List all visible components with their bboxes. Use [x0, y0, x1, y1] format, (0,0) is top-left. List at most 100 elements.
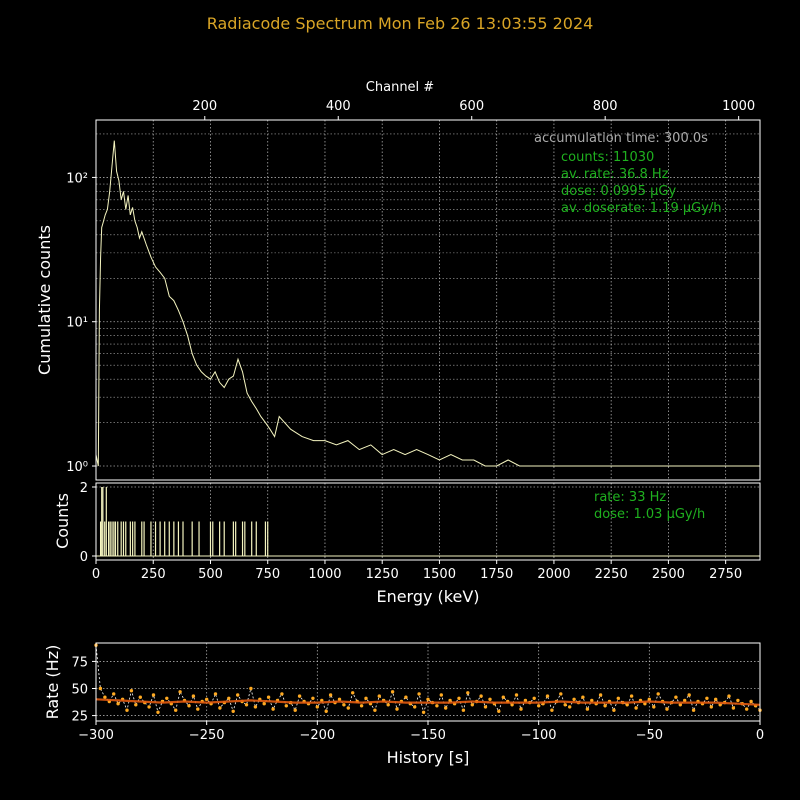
stat-text: av. doserate: 1.19 μGy/h — [561, 201, 722, 216]
rate-raw-point — [293, 708, 297, 712]
rate-raw-point — [523, 698, 528, 703]
rate-raw-point — [337, 697, 342, 701]
x-tick-label: −200 — [299, 728, 335, 743]
rate-raw-point — [324, 709, 328, 713]
x-tick-label: 2750 — [709, 567, 742, 582]
rate-raw-point — [134, 703, 138, 707]
instant-spectrum-panel: 0 2 0 250 500 750 1000 1250 1500 1750 2000 2250 2500… — [53, 481, 761, 606]
rate-raw-point — [532, 696, 536, 700]
stat-text: dose: 1.03 μGy/h — [594, 507, 705, 522]
accumulation-time-text: accumulation time: 300.0s — [534, 131, 708, 146]
stat-text: rate: 33 Hz — [594, 490, 666, 505]
x-tick-label: 1750 — [480, 567, 513, 582]
x-axis-label: History [s] — [387, 748, 470, 767]
rate-raw-point — [311, 696, 315, 700]
rate-raw-point — [497, 709, 501, 713]
plot-frame — [95, 482, 761, 561]
y-tick-label: 10² — [66, 171, 88, 186]
figure-title: Radiacode Spectrum Mon Feb 26 13:03:55 2… — [207, 14, 594, 33]
top-x-tick-label: 600 — [459, 99, 484, 114]
rate-raw-point — [98, 686, 103, 691]
rate-raw-point — [563, 703, 567, 707]
rate-raw-point — [191, 694, 196, 698]
x-axis-label: Energy (keV) — [376, 587, 479, 606]
rate-raw-point — [297, 694, 302, 698]
x-tick-label: 2250 — [595, 567, 628, 582]
rate-raw-point — [559, 692, 563, 696]
y-tick-label: 25 — [71, 710, 88, 725]
x-tick-label: 750 — [255, 567, 280, 582]
rate-raw-point — [634, 706, 638, 710]
rate-raw-point — [488, 697, 492, 701]
rate-raw-point — [457, 696, 461, 700]
rate-raw-point — [647, 697, 651, 701]
x-tick-label: 0 — [92, 567, 100, 582]
rate-raw-point — [572, 697, 576, 701]
rate-raw-point — [151, 693, 156, 697]
x-tick-label: 250 — [141, 567, 166, 582]
rate-raw-point — [231, 709, 235, 713]
rate-raw-point — [262, 702, 266, 706]
rate-raw-point — [147, 705, 151, 709]
rate-raw-point — [435, 704, 439, 708]
y-tick-label: 10⁰ — [66, 460, 88, 475]
top-x-tick-label: 200 — [192, 99, 217, 114]
rate-raw-point — [227, 696, 231, 700]
rate-raw-point — [271, 707, 275, 711]
rate-raw-point — [413, 705, 417, 709]
rate-raw-point — [731, 706, 736, 710]
rate-raw-point — [461, 708, 466, 712]
top-x-tick-label: 800 — [593, 99, 618, 114]
rate-raw-point — [236, 693, 240, 697]
rate-raw-point — [519, 707, 523, 711]
top-x-tick-label: 400 — [326, 99, 351, 114]
rate-raw-point — [727, 694, 731, 698]
rate-raw-point — [629, 694, 634, 698]
rate-raw-point — [714, 697, 718, 701]
rate-raw-point — [218, 706, 222, 710]
rate-history-panel: 25 50 75 −300 −250 −200 −150 −100 −50 0 History [s… — [43, 642, 764, 767]
rate-raw-point — [691, 708, 696, 712]
y-tick-label: 0 — [80, 550, 88, 565]
rate-raw-point — [470, 703, 474, 707]
rate-smoothed-line — [95, 698, 761, 706]
rate-raw-point — [674, 695, 678, 699]
rate-raw-point — [612, 708, 616, 712]
rate-raw-point — [501, 695, 505, 699]
rate-raw-point — [244, 703, 249, 707]
cumulative-spectrum-panel: 10⁰ 10¹ 10² 200 400 600 800 1000 Channel # Cumula… — [35, 80, 761, 481]
rate-raw-point — [590, 698, 594, 703]
rate-raw-point — [652, 705, 656, 709]
y-axis-label: Cumulative counts — [35, 225, 54, 375]
rate-raw-point — [328, 693, 333, 697]
rate-raw-point — [568, 705, 572, 709]
x-tick-label: −50 — [636, 728, 663, 743]
top-x-axis-label: Channel # — [366, 80, 434, 95]
rate-raw-point — [550, 708, 554, 712]
stat-text: av. rate: 36.8 Hz — [561, 167, 669, 182]
rate-raw-point — [421, 710, 426, 714]
rate-raw-point — [510, 703, 514, 707]
rate-raw-point — [736, 698, 740, 703]
x-tick-label: 2500 — [652, 567, 685, 582]
stat-text: counts: 11030 — [561, 150, 654, 165]
x-tick-label: −300 — [78, 728, 114, 743]
rate-raw-point — [165, 696, 169, 700]
rate-raw-point — [359, 704, 364, 708]
y-axis-label: Counts — [53, 493, 72, 549]
rate-raw-point — [125, 708, 129, 712]
rate-raw-point — [479, 694, 483, 698]
x-tick-label: −100 — [521, 728, 557, 743]
rate-raw-point — [129, 689, 134, 693]
rate-raw-point — [466, 691, 470, 695]
rate-raw-point — [377, 694, 381, 698]
rate-raw-point — [598, 693, 603, 697]
rate-raw-point — [156, 710, 160, 714]
y-tick-label: 75 — [71, 655, 88, 670]
rate-raw-point — [205, 697, 209, 701]
rate-raw-point — [404, 695, 408, 699]
cumulative-spectrum-line — [95, 140, 760, 467]
rate-raw-point — [390, 690, 395, 694]
rate-raw-point — [174, 708, 178, 712]
rate-raw-point — [585, 707, 590, 711]
